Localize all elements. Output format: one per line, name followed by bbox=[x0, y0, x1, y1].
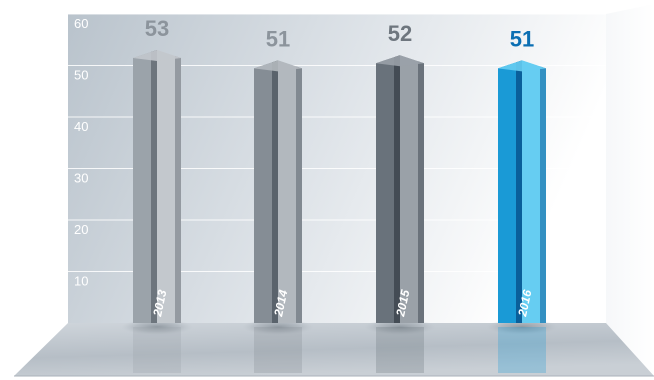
bar-value-label: 53 bbox=[145, 16, 169, 41]
bar-category-label: 2016 bbox=[515, 288, 535, 318]
bar-value-label: 52 bbox=[388, 21, 412, 46]
y-tick-label: 60 bbox=[74, 16, 88, 31]
bar-cap bbox=[133, 50, 181, 62]
bar-reflection bbox=[498, 327, 546, 373]
bar-cap bbox=[376, 55, 424, 67]
bar-ridge bbox=[394, 55, 400, 323]
bar-reflection bbox=[254, 327, 302, 373]
bars: 53 2013 51 2014 52 2015 51 2016 bbox=[121, 16, 558, 373]
bar-category-label: 2013 bbox=[150, 288, 170, 318]
bar-ridge bbox=[151, 50, 157, 324]
y-tick-label: 50 bbox=[74, 68, 88, 83]
bar-category-label: 2014 bbox=[271, 288, 291, 318]
bar-ridge bbox=[516, 60, 522, 323]
bar-reflection bbox=[133, 327, 181, 373]
bar-value-label: 51 bbox=[266, 26, 290, 51]
y-tick-label: 40 bbox=[74, 119, 88, 134]
y-tick-label: 10 bbox=[74, 274, 88, 289]
bar-edge bbox=[175, 56, 181, 324]
bar-2013: 53 2013 bbox=[121, 16, 193, 373]
chart-side-wall bbox=[606, 4, 654, 376]
bar-edge bbox=[296, 66, 302, 323]
bar-2015: 52 2015 bbox=[364, 21, 436, 373]
bar-category-label: 2015 bbox=[393, 288, 413, 318]
bar-cap bbox=[254, 60, 302, 72]
bar-edge bbox=[418, 61, 424, 323]
y-tick-label: 30 bbox=[74, 171, 88, 186]
bar-cap bbox=[498, 60, 546, 72]
bar-2014: 51 2014 bbox=[242, 26, 314, 373]
y-tick-label: 20 bbox=[74, 222, 88, 237]
bar-2016: 51 2016 bbox=[486, 26, 558, 373]
bar-reflection bbox=[376, 327, 424, 373]
y-axis-ticks: 10 20 30 40 50 60 bbox=[74, 16, 88, 289]
chart-floor bbox=[14, 323, 654, 376]
bar-ridge bbox=[272, 60, 278, 323]
bar-edge bbox=[540, 66, 546, 323]
bar-value-label: 51 bbox=[510, 26, 534, 51]
